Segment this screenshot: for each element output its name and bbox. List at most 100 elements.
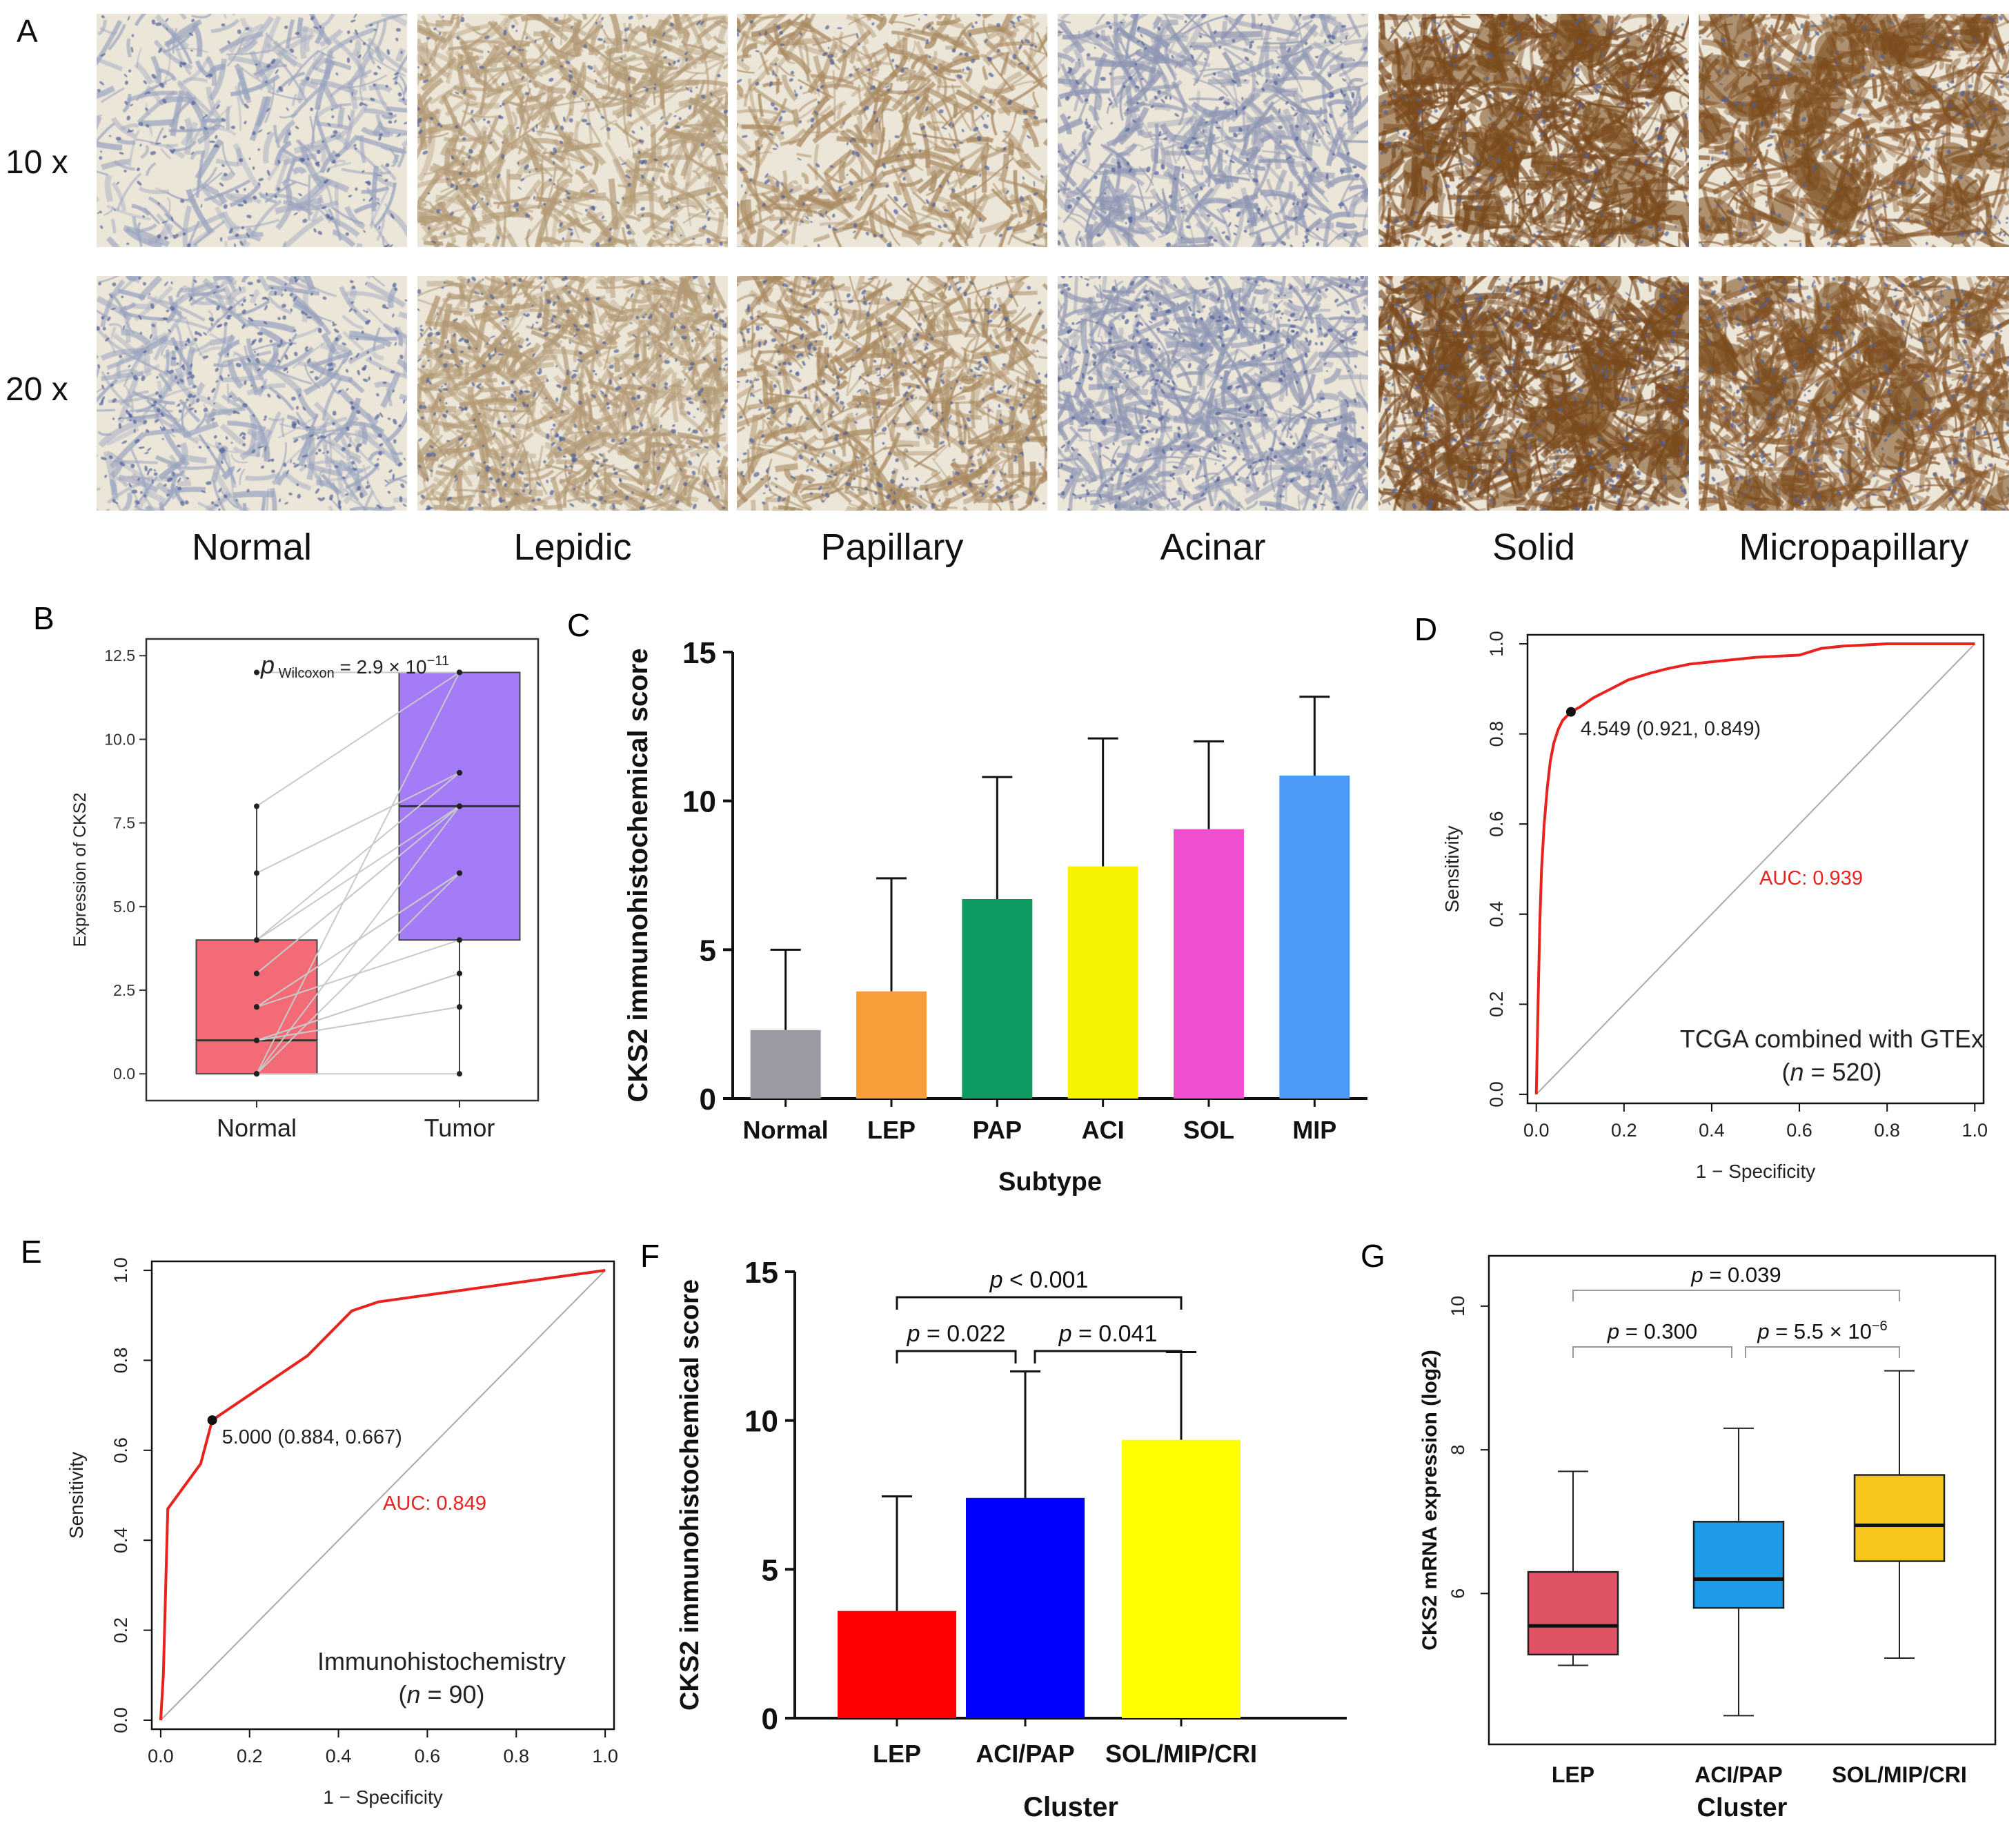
subtype-label-micropapillary: Micropapillary (1739, 526, 1969, 568)
panel-b-label: B (33, 600, 55, 636)
plot-b-ylabel: Expression of CKS2 (70, 793, 90, 947)
plot-c-xtick-label: Normal (743, 1116, 829, 1144)
plot-b-ytick-label: 7.5 (113, 814, 135, 832)
panel-d-label: D (1414, 611, 1437, 647)
plot-f-xtick-label: SOL/MIP/CRI (1105, 1740, 1257, 1768)
plot-g-bracket (1745, 1346, 1900, 1358)
plot-e-diagonal (160, 1270, 606, 1721)
plot-g-box (1853, 1474, 1946, 1562)
panel-g-label: G (1361, 1238, 1385, 1274)
plot-e-xlabel: 1 − Specificity (323, 1786, 443, 1808)
micrograph-normal-10x (97, 14, 407, 247)
plot-b-pair-line (256, 805, 460, 974)
micrograph-texture (417, 276, 728, 511)
plot-g-bracket (1572, 1346, 1732, 1358)
plot-g-bracket-label: p = 0.039 (1690, 1263, 1781, 1287)
plot-b-pair-line (256, 872, 460, 1074)
panel-c-label: C (567, 607, 590, 643)
plot-c-xtick-label: PAP (973, 1116, 1022, 1144)
plot-e-cutoff-label: 5.000 (0.884, 0.667) (222, 1426, 402, 1448)
plot-g-box (1692, 1520, 1785, 1609)
plot-f-ylabel: CKS2 immunohistochemical score (675, 1279, 704, 1711)
plot-g-bracket-p: p (1690, 1263, 1703, 1287)
plot-f-xtick-label: LEP (873, 1740, 921, 1768)
micrograph-micropapillary-20x (1699, 276, 2009, 511)
plot-f-bracket-label: p = 0.041 (1058, 1321, 1158, 1347)
plot-f-xlabel: Cluster (1023, 1792, 1118, 1822)
plot-e-caption-value: = 90) (420, 1680, 484, 1708)
plot-c-xtick-label: ACI (1082, 1116, 1125, 1144)
plot-f-ytick-label: 15 (744, 1256, 778, 1290)
plot-f-bracket-label: p = 0.022 (907, 1321, 1006, 1347)
plot-g-bracket-exponent: −6 (1872, 1319, 1888, 1334)
plot-f-ytick-label: 5 (762, 1553, 778, 1587)
plot-f-bar (838, 1611, 956, 1718)
plot-b-point (254, 669, 259, 676)
plot-d-ytick-label: 0.6 (1486, 811, 1507, 837)
plot-b-point (457, 970, 462, 976)
plot-d-cutoff-point (1565, 707, 1576, 717)
plot-c-ytick-label: 10 (682, 785, 716, 819)
micrograph-papillary-10x (737, 14, 1047, 247)
plot-c-ylabel: CKS2 immunohistochemical score (623, 649, 653, 1103)
plot-c-xtick-label: SOL (1183, 1116, 1234, 1144)
annotation-p: p (260, 651, 275, 679)
plot-d-caption-n: (n = 520) (1781, 1058, 1881, 1086)
plot-e-caption: Immunohistochemistry (317, 1647, 566, 1675)
plot-f-ytick-label: 0 (762, 1702, 778, 1736)
plot-f-bracket (896, 1350, 1017, 1363)
plot-f-bracket-label: p < 0.001 (989, 1267, 1089, 1293)
plot-d-xlabel: 1 − Specificity (1696, 1161, 1816, 1182)
micrograph-texture (1699, 14, 2009, 247)
plot-e-ytick-label: 0.8 (110, 1348, 131, 1374)
plot-e-xtick-label: 0.6 (415, 1746, 441, 1766)
plot-f-bracket-value: = 0.041 (1072, 1321, 1158, 1347)
plot-g-xlabel: Cluster (1697, 1793, 1788, 1822)
magnification-20x: 20 x (6, 371, 68, 408)
plot-c-ytick-label: 0 (700, 1083, 716, 1116)
plot-d-cutoff-label: 4.549 (0.921, 0.849) (1581, 718, 1761, 740)
micrograph-micropapillary-10x (1699, 14, 2009, 247)
plot-d-ytick-label: 0.0 (1486, 1081, 1507, 1107)
plot-b-point (254, 1037, 259, 1043)
subtype-label-lepidic: Lepidic (513, 526, 632, 568)
plot-c-bar (1067, 866, 1138, 1099)
plot-e-xtick-label: 0.0 (148, 1746, 174, 1766)
micrograph-papillary-20x (737, 276, 1047, 511)
plot-e-xtick-label: 0.4 (326, 1746, 352, 1766)
plot-f-bracket (896, 1296, 1183, 1310)
micrograph-texture (417, 14, 728, 247)
annotation-value: = 2.9 × 10 (335, 656, 427, 678)
plot-f-xtick-label: ACI/PAP (976, 1740, 1074, 1768)
plot-d-caption-open: ( (1781, 1058, 1790, 1086)
annotation-exponent: −11 (427, 653, 449, 669)
plot-e-ytick-label: 1.0 (110, 1257, 131, 1283)
plot-b-pair-line (256, 805, 460, 1074)
plot-b-pair-line (256, 772, 460, 874)
plot-f-ytick-label: 10 (744, 1405, 778, 1439)
plot-g-frame (1488, 1254, 1997, 1746)
micrograph-texture (1058, 14, 1368, 247)
plot-b-ytick-label: 0.0 (113, 1065, 135, 1083)
plot-e-ytick-label: 0.2 (110, 1617, 131, 1644)
plot-b-point (457, 803, 462, 809)
micrograph-texture (97, 276, 407, 511)
micrograph-acinar-20x (1058, 276, 1368, 511)
micrograph-texture (737, 14, 1047, 247)
plot-e-cutoff-point (207, 1415, 217, 1426)
magnification-10x: 10 x (6, 144, 68, 181)
plot-e-frame (150, 1260, 615, 1731)
plot-d-xtick-label: 0.0 (1523, 1120, 1550, 1141)
plot-b-xtick-label: Normal (217, 1114, 297, 1142)
plot-f-bracket-value: = 0.022 (920, 1321, 1006, 1347)
plot-c-ytick-label: 5 (700, 934, 716, 967)
plot-b-pair-line (256, 1006, 460, 1041)
subtype-label-acinar: Acinar (1160, 526, 1266, 568)
plot-g-xtick-label: ACI/PAP (1694, 1762, 1782, 1787)
micrograph-texture (1378, 276, 1689, 511)
plot-c-xtick-label: MIP (1292, 1116, 1336, 1144)
subtype-label-normal: Normal (191, 526, 313, 568)
micrograph-texture (1058, 276, 1368, 511)
plot-b-ytick-label: 12.5 (104, 647, 135, 664)
